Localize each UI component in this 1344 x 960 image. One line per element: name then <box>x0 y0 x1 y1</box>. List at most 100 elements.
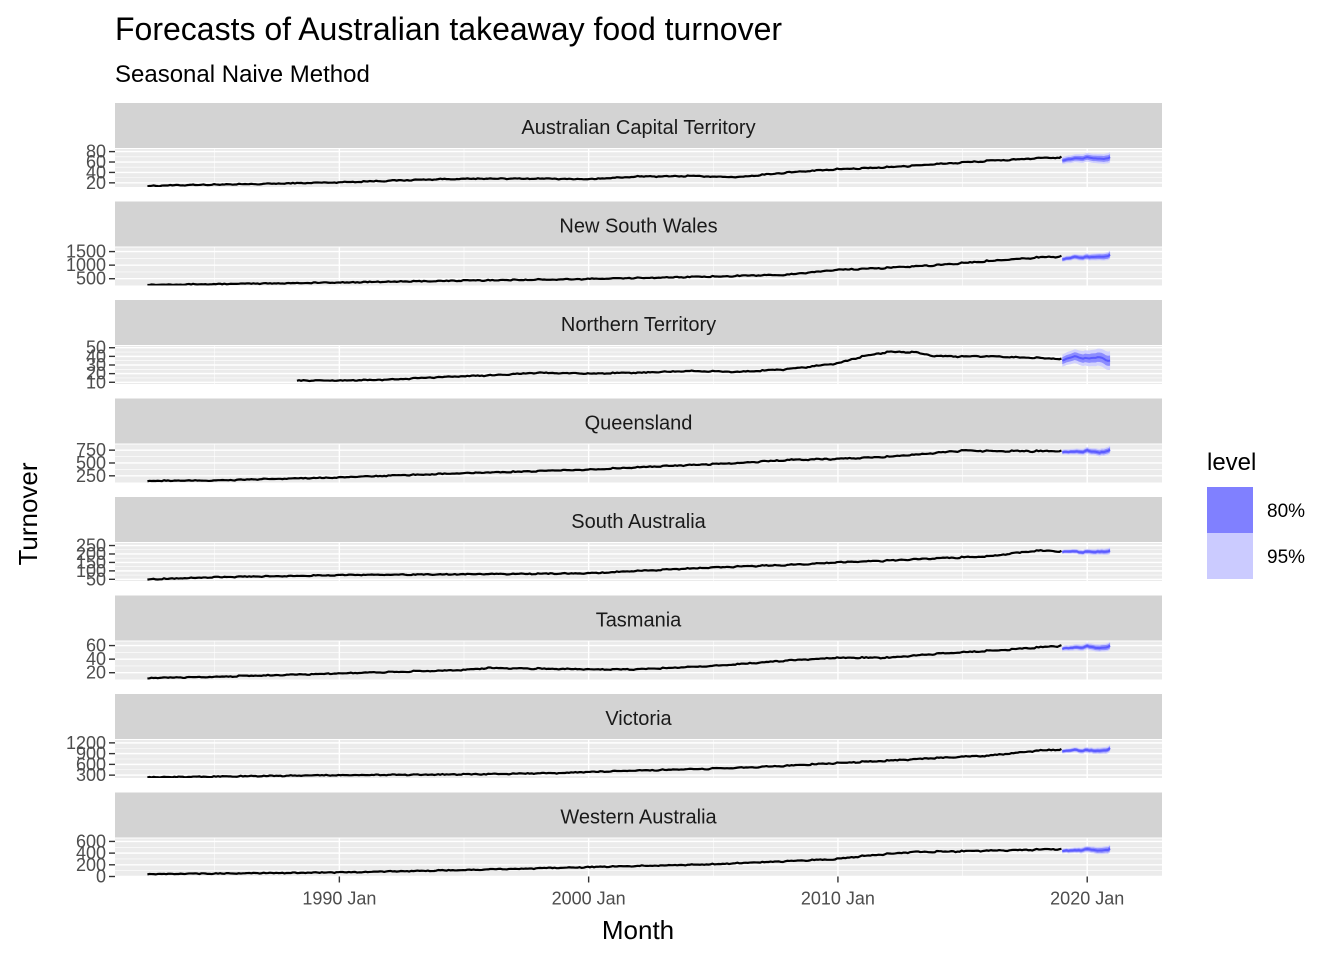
forecast-line <box>1062 847 1111 853</box>
facet-data <box>147 152 1111 187</box>
facet-strip-label: Western Australia <box>560 807 717 829</box>
y-tick-label: 60 <box>86 636 106 656</box>
facet-data <box>147 445 1111 483</box>
y-tick-label: 40 <box>86 649 106 669</box>
y-tick-label: 20 <box>86 663 106 683</box>
y-tick-label: 500 <box>76 453 106 473</box>
x-tick-label: 2000 Jan <box>552 889 626 909</box>
forecast-line <box>1062 448 1111 454</box>
facet-strip <box>115 201 1162 247</box>
y-tick-label: 900 <box>76 744 106 764</box>
history-line <box>296 350 1062 383</box>
facet-strip <box>115 300 1162 345</box>
facet-strip <box>115 103 1162 148</box>
legend-title: level <box>1207 449 1256 476</box>
history-line <box>147 847 1062 876</box>
forecast-line <box>1061 355 1111 362</box>
y-tick-label: 1000 <box>66 255 106 275</box>
facet-strip-label: New South Wales <box>559 216 717 238</box>
y-tick-label: 20 <box>86 173 106 193</box>
y-tick-label: 150 <box>76 552 106 572</box>
facet-strip-label: Tasmania <box>596 610 682 632</box>
y-tick-label: 200 <box>76 855 106 875</box>
facet-strip <box>115 792 1162 838</box>
y-tick-label: 250 <box>76 466 106 486</box>
forecast-line <box>1061 644 1111 650</box>
legend-label: 80% <box>1267 501 1305 522</box>
forecast-line <box>1062 156 1111 162</box>
facet-strip-label: Victoria <box>605 708 672 730</box>
y-tick-label: 20 <box>86 364 106 384</box>
history-line <box>147 449 1062 483</box>
chart-title: Forecasts of Australian takeaway food tu… <box>115 11 782 47</box>
legend: level 80% 95% <box>1207 449 1305 579</box>
x-tick-label: 2010 Jan <box>801 889 875 909</box>
facet-strip-label: Northern Territory <box>561 314 716 336</box>
y-tick-label: 600 <box>76 754 106 774</box>
y-tick-label: 400 <box>76 843 106 863</box>
facet-strip <box>115 694 1162 739</box>
facet-data <box>296 348 1111 383</box>
facet-data <box>147 250 1111 286</box>
y-tick-label: 100 <box>76 561 106 581</box>
y-tick-label: 1500 <box>66 242 106 262</box>
y-tick-label: 500 <box>76 269 106 289</box>
y-tick-label: 10 <box>86 372 106 392</box>
x-tick-label: 2020 Jan <box>1050 889 1124 909</box>
y-tick-label: 250 <box>76 536 106 556</box>
facet-panel <box>115 641 1162 680</box>
legend-swatch <box>1207 487 1253 533</box>
facet-strip-label: Queensland <box>585 413 693 435</box>
facet-strip <box>115 595 1162 641</box>
facet-panel <box>115 149 1162 187</box>
y-tick-label: 200 <box>76 544 106 564</box>
legend-swatch <box>1207 533 1253 579</box>
y-tick-label: 60 <box>86 152 106 172</box>
y-tick-label: 40 <box>86 346 106 366</box>
y-tick-label: 600 <box>76 831 106 851</box>
forecast-line <box>1062 253 1111 261</box>
x-tick-label: 1990 Jan <box>302 889 376 909</box>
y-tick-label: 1200 <box>66 733 106 753</box>
chart-subtitle: Seasonal Naive Method <box>115 61 370 88</box>
facet-panel <box>115 247 1162 286</box>
x-axis: 1990 Jan 2000 Jan 2010 Jan 2020 Jan <box>302 876 1124 909</box>
y-tick-label: 750 <box>76 440 106 460</box>
y-tick-label: 50 <box>86 569 106 589</box>
facet-strip <box>115 398 1162 444</box>
x-axis-title: Month <box>602 915 674 945</box>
facet-data <box>147 547 1111 581</box>
facet-strip-label: South Australia <box>571 511 706 533</box>
y-tick-label: 80 <box>86 142 106 162</box>
facet-strip-label: Australian Capital Territory <box>521 117 755 139</box>
legend-label: 95% <box>1267 547 1305 568</box>
history-line <box>147 254 1062 286</box>
history-line <box>147 155 1063 187</box>
facet-data <box>147 844 1111 876</box>
facet-strip <box>115 497 1162 542</box>
history-line <box>147 549 1062 581</box>
facet-panel <box>115 838 1162 877</box>
facet-data <box>147 641 1111 680</box>
history-line <box>147 644 1062 680</box>
y-tick-label: 300 <box>76 765 106 785</box>
y-tick-label: 50 <box>86 338 106 358</box>
forecast-line <box>1062 549 1111 554</box>
y-tick-label: 30 <box>86 355 106 375</box>
y-tick-label: 0 <box>96 867 106 887</box>
y-axis-title: Turnover <box>13 462 43 565</box>
y-tick-label: 40 <box>86 162 106 182</box>
history-line <box>147 747 1062 778</box>
forecast-line <box>1062 747 1111 753</box>
facet-data <box>147 744 1111 778</box>
facet-panels: Australian Capital Territory20406080New … <box>66 103 1162 887</box>
